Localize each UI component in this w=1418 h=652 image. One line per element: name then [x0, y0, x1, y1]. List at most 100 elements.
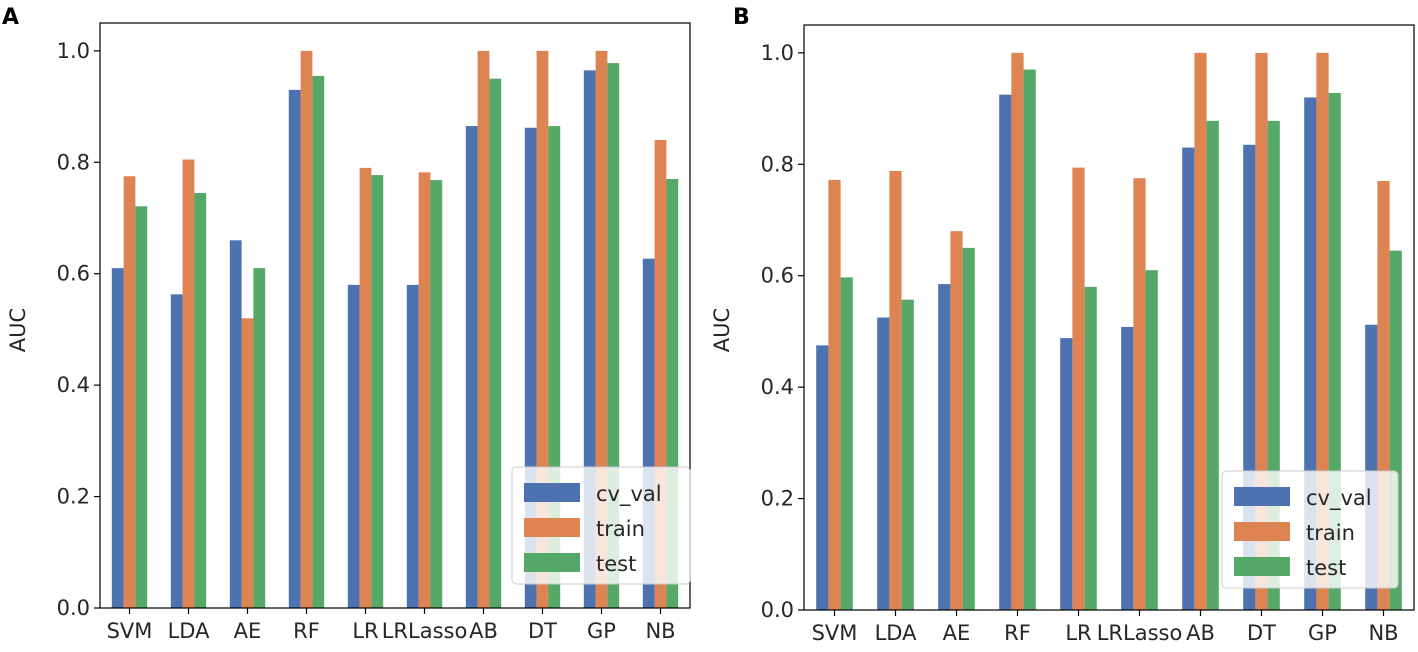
legend-label-test: test [596, 552, 636, 576]
bar-train-lr [359, 167, 372, 609]
bar-train-rf [300, 50, 313, 609]
bar-cv_val-ab [465, 126, 478, 608]
x-tick-label-rf: RF [293, 619, 320, 643]
bar-cv_val-lrlasso [406, 284, 419, 608]
bar-cv_val-lrlasso [1121, 326, 1134, 610]
bar-train-rf [1011, 52, 1024, 611]
bar-test-svm [135, 206, 148, 609]
bar-cv_val-ab [1182, 147, 1195, 610]
y-tick-label: 1.0 [761, 41, 794, 65]
bar-test-ab [1206, 120, 1219, 610]
x-tick-label-svm: SVM [812, 621, 858, 645]
bar-test-lr [1084, 286, 1097, 610]
bar-cv_val-svm [111, 268, 124, 608]
x-tick-label-nb: NB [1368, 621, 1398, 645]
x-tick-label-lrlasso: LRLasso [1097, 621, 1183, 645]
y-axis-label: AUC [710, 308, 734, 352]
y-tick-label: 0.8 [57, 150, 90, 174]
bar-test-lrlasso [1145, 270, 1158, 610]
bar-test-rf [1023, 69, 1036, 610]
x-tick-label-lda: LDA [875, 621, 918, 645]
bar-test-ae [962, 247, 975, 611]
y-axis-label: AUC [6, 308, 30, 352]
panel-b: B AUC 0.0 0.2 0.4 0.6 0.8 1.0 SVM LDA AE RF LR LRL… [710, 5, 1415, 645]
legend-label-train: train [596, 517, 645, 541]
bar-cv_val-svm [816, 345, 829, 610]
bar-train-nb [654, 140, 667, 608]
y-tick-label: 0.6 [761, 264, 794, 288]
bar-cv_val-rf [288, 89, 301, 609]
bar-test-lrlasso [430, 180, 443, 609]
y-tick-label: 0.0 [761, 598, 794, 622]
bar-train-ab [477, 50, 490, 609]
bar-test-rf [312, 75, 325, 609]
bar-train-ae [950, 231, 963, 610]
y-tick-label: 0.8 [761, 152, 794, 176]
bar-train-lda [182, 159, 195, 608]
bar-test-lr [371, 175, 384, 608]
y-tick-label: 0.6 [57, 262, 90, 286]
panel-label: B [733, 5, 750, 30]
x-tick-label-nb: NB [645, 619, 675, 643]
x-tick-label-dt: DT [528, 619, 557, 643]
x-ticks: SVM LDA AE RF LR LRLasso AB DT GP NB [107, 608, 676, 643]
bar-cv_val-nb [642, 258, 655, 608]
y-tick-label: 0.0 [57, 596, 90, 620]
bar-train-ab [1194, 52, 1207, 611]
bar-cv_val-lda [170, 294, 183, 608]
bar-test-nb [666, 179, 679, 608]
x-tick-label-lrlasso: LRLasso [382, 619, 468, 643]
legend-swatch-train [1234, 522, 1290, 541]
bar-test-ab [489, 78, 502, 608]
legend-swatch-cv_val [524, 483, 580, 502]
x-tick-label-gp: GP [1308, 621, 1337, 645]
bar-cv_val-lda [877, 317, 890, 610]
bar-cv_val-rf [999, 94, 1012, 610]
x-tick-label-gp: GP [587, 619, 616, 643]
legend-swatch-cv_val [1234, 487, 1290, 506]
x-tick-label-rf: RF [1004, 621, 1031, 645]
x-tick-label-lr: LR [352, 619, 378, 643]
bar-cv_val-dt [524, 127, 537, 609]
bar-test-lda [901, 299, 914, 610]
bar-group [111, 50, 679, 609]
bar-cv_val-lr [1060, 338, 1073, 610]
bar-train-lrlasso [1133, 178, 1146, 610]
y-tick-label: 0.4 [57, 373, 90, 397]
legend-swatch-test [524, 553, 580, 572]
bar-train-lda [889, 170, 902, 610]
bar-test-ae [253, 268, 266, 608]
bar-cv_val-ae [229, 240, 242, 609]
y-tick-label: 0.2 [761, 487, 794, 511]
legend-swatch-test [1234, 557, 1290, 576]
bar-train-svm [828, 179, 841, 610]
x-tick-label-dt: DT [1247, 621, 1276, 645]
plot-frame [803, 24, 1415, 611]
x-tick-label-ab: AB [1186, 621, 1215, 645]
legend-label-train: train [1306, 521, 1355, 545]
y-tick-label: 0.4 [761, 375, 794, 399]
x-tick-label-ae: AE [943, 621, 971, 645]
x-tick-label-ab: AB [469, 619, 498, 643]
bar-test-gp [607, 63, 620, 609]
bar-train-lrlasso [418, 172, 431, 608]
plot-frame [99, 22, 691, 609]
legend-label-cv_val: cv_val [1306, 486, 1372, 511]
bar-test-dt [548, 126, 561, 608]
legend-label-test: test [1306, 556, 1346, 580]
panel-a: A AUC 0.0 0.2 0.4 0.6 0.8 1.0 SVM LDA AE RF LR LRL… [2, 5, 691, 643]
bar-train-ae [241, 318, 254, 608]
bar-test-lda [194, 192, 207, 608]
legend-swatch-train [524, 518, 580, 537]
bar-cv_val-gp [583, 70, 596, 609]
x-tick-label-lr: LR [1065, 621, 1091, 645]
bar-train-gp [595, 50, 608, 609]
bar-cv_val-ae [938, 284, 951, 610]
bar-train-dt [536, 50, 549, 609]
y-tick-label: 1.0 [57, 39, 90, 63]
y-ticks: 0.0 0.2 0.4 0.6 0.8 1.0 [57, 39, 100, 620]
x-ticks: SVM LDA AE RF LR LRLasso AB DT GP NB [812, 610, 1399, 645]
